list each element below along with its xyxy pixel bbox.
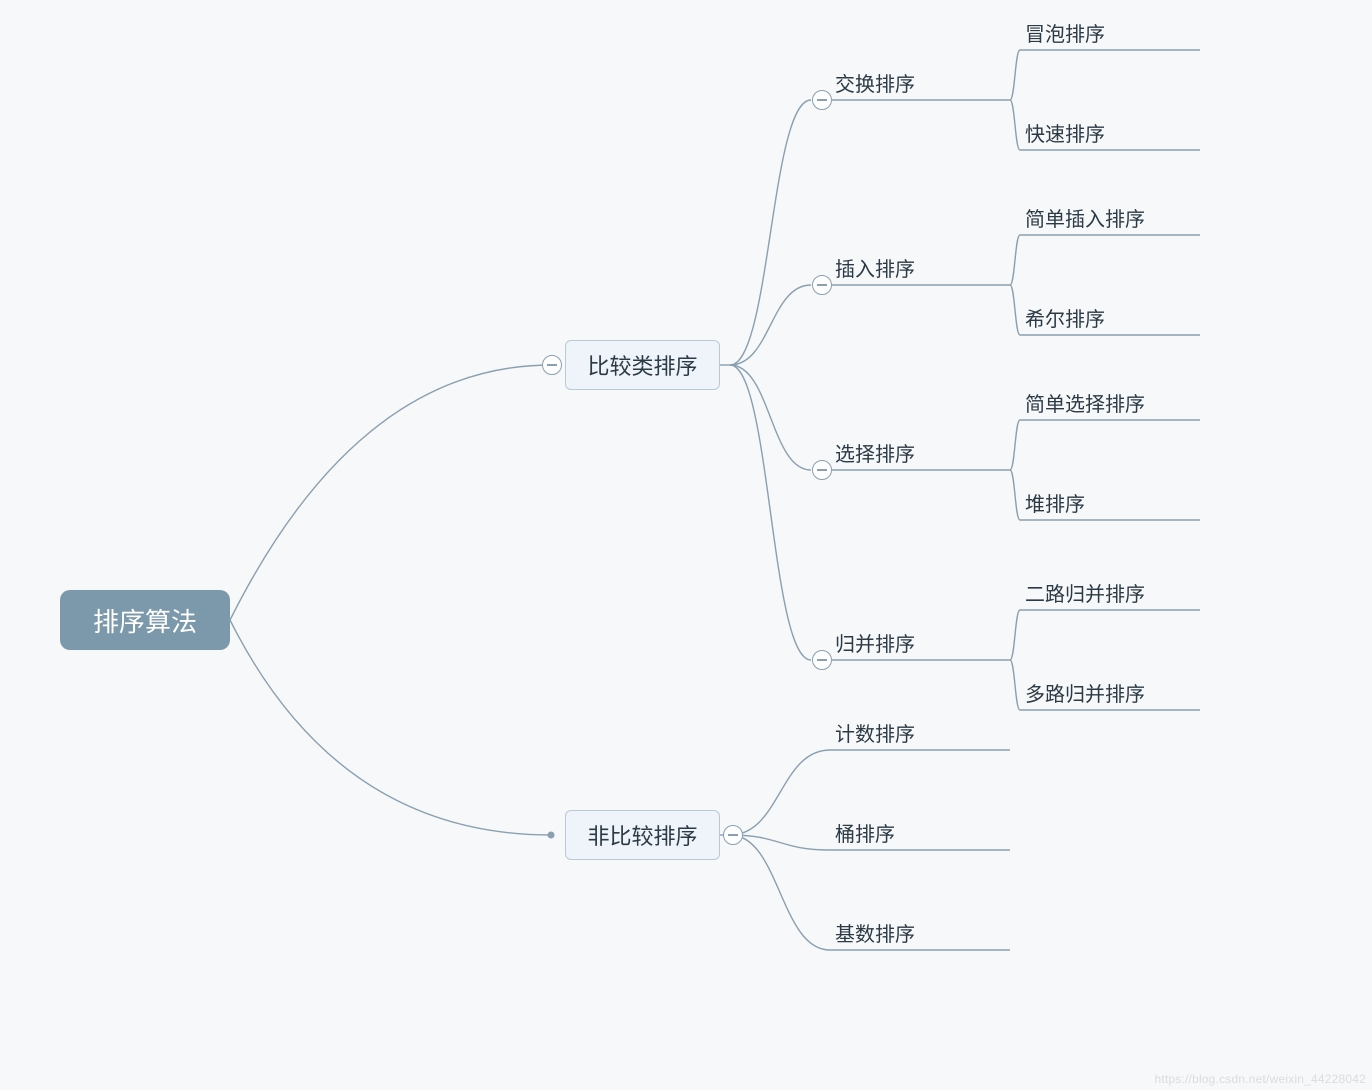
- collapse-icon[interactable]: [542, 355, 562, 375]
- node-count[interactable]: 计数排序: [835, 720, 955, 750]
- node-label: 交换排序: [835, 68, 915, 97]
- edge: [1010, 235, 1020, 285]
- node-label: 简单插入排序: [1025, 203, 1145, 232]
- node-label: 冒泡排序: [1025, 18, 1105, 47]
- node-heap[interactable]: 堆排序: [1025, 490, 1125, 520]
- node-swap[interactable]: 交换排序: [835, 70, 955, 100]
- collapse-icon[interactable]: [812, 650, 832, 670]
- node-label: 插入排序: [835, 253, 915, 282]
- node-noncmp[interactable]: 非比较排序: [565, 810, 720, 860]
- edge: [230, 620, 551, 835]
- node-label: 非比较排序: [587, 819, 697, 851]
- edge: [730, 835, 830, 950]
- edge: [730, 365, 811, 470]
- node-label: 归并排序: [835, 628, 915, 657]
- collapse-icon[interactable]: [812, 460, 832, 480]
- edge: [1010, 660, 1020, 710]
- node-siminsert[interactable]: 简单插入排序: [1025, 205, 1185, 235]
- node-label: 二路归并排序: [1025, 578, 1145, 607]
- node-merge[interactable]: 归并排序: [835, 630, 955, 660]
- edge: [1010, 100, 1020, 150]
- node-label: 计数排序: [835, 718, 915, 747]
- collapse-icon[interactable]: [812, 275, 832, 295]
- edge: [230, 365, 551, 620]
- edge: [1010, 420, 1020, 470]
- node-label: 基数排序: [835, 918, 915, 947]
- watermark: https://blog.csdn.net/weixin_44228042: [1154, 1072, 1366, 1086]
- node-label: 堆排序: [1025, 488, 1085, 517]
- node-cmp[interactable]: 比较类排序: [565, 340, 720, 390]
- edge: [1010, 470, 1020, 520]
- node-mergeN[interactable]: 多路归并排序: [1025, 680, 1185, 710]
- node-insert[interactable]: 插入排序: [835, 255, 955, 285]
- node-shell[interactable]: 希尔排序: [1025, 305, 1145, 335]
- node-bucket[interactable]: 桶排序: [835, 820, 935, 850]
- node-label: 选择排序: [835, 438, 915, 467]
- node-merge2[interactable]: 二路归并排序: [1025, 580, 1185, 610]
- node-label: 排序算法: [93, 602, 197, 639]
- edge: [1010, 285, 1020, 335]
- node-radix[interactable]: 基数排序: [835, 920, 955, 950]
- node-label: 多路归并排序: [1025, 678, 1145, 707]
- node-label: 简单选择排序: [1025, 388, 1145, 417]
- node-label: 比较类排序: [587, 349, 697, 381]
- edge: [730, 365, 811, 660]
- node-select[interactable]: 选择排序: [835, 440, 955, 470]
- node-simselect[interactable]: 简单选择排序: [1025, 390, 1185, 420]
- mindmap-edges: [0, 0, 1372, 1090]
- node-quick[interactable]: 快速排序: [1025, 120, 1145, 150]
- node-label: 桶排序: [835, 818, 895, 847]
- edge: [730, 285, 811, 365]
- edge: [1010, 50, 1020, 100]
- collapse-icon[interactable]: [812, 90, 832, 110]
- edge: [730, 750, 830, 835]
- node-root[interactable]: 排序算法: [60, 590, 230, 650]
- collapse-icon[interactable]: [723, 825, 743, 845]
- node-label: 希尔排序: [1025, 303, 1105, 332]
- node-bubble[interactable]: 冒泡排序: [1025, 20, 1145, 50]
- node-label: 快速排序: [1025, 118, 1105, 147]
- edge: [1010, 610, 1020, 660]
- edge: [730, 835, 830, 850]
